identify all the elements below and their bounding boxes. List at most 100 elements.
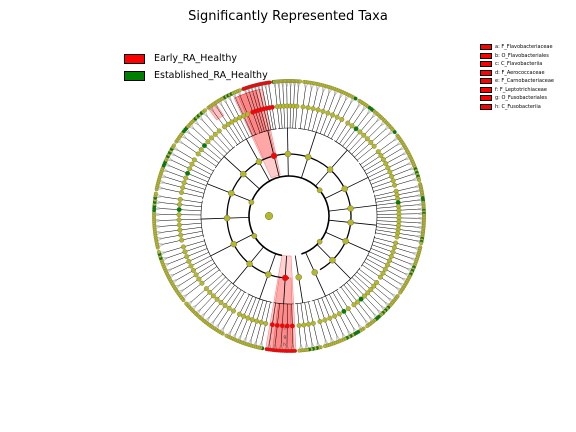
node-class: [179, 237, 185, 243]
node-class: [229, 119, 235, 125]
taxa-label: f: F_Leptotrichiaceae: [495, 86, 547, 93]
node-class: [374, 280, 380, 285]
node-class: [184, 254, 190, 260]
node-class: [241, 313, 247, 319]
node-class: [269, 104, 275, 110]
taxa-label: b: O_Flavobacteriales: [495, 52, 549, 59]
branch-arc: [202, 169, 215, 200]
legend-entry-established: Established_RA_Healthy: [124, 67, 268, 84]
node-class: [341, 308, 347, 314]
taxa-swatch: [480, 52, 492, 59]
node-class: [177, 196, 183, 202]
node-phylum: [228, 190, 235, 197]
node-leaf: [267, 80, 272, 85]
node-class: [263, 321, 269, 326]
node-class: [237, 115, 243, 121]
node-class: [317, 319, 323, 324]
branch-arc: [374, 194, 378, 217]
node-class: [385, 262, 390, 268]
node-class: [207, 289, 213, 295]
node-class: [388, 253, 394, 259]
legend-swatch-established: [124, 70, 145, 81]
node-class: [190, 267, 196, 273]
node-class: [179, 190, 184, 195]
branch-arc: [295, 301, 311, 305]
node-class: [176, 217, 182, 223]
node-phylum: [295, 274, 302, 281]
taxa-swatch: [480, 61, 492, 68]
node-class: [391, 245, 397, 250]
node-leaf: [353, 96, 358, 101]
legend-label-early: Early_RA_Healthy: [154, 53, 238, 64]
node-class: [274, 322, 280, 328]
node-class: [180, 244, 186, 250]
node-leaf: [203, 108, 207, 113]
node-phylum: [282, 274, 289, 282]
group-legend: Early_RA_Healthy Established_RA_Healthy: [124, 50, 268, 84]
node-leaf: [392, 130, 397, 135]
node-class: [186, 258, 192, 264]
node-phylum: [342, 238, 349, 245]
node-class: [187, 166, 193, 172]
node-phylum: [270, 152, 278, 160]
taxa-legend-item: g: O_Fusobacteriales: [480, 94, 554, 103]
taxa-legend-item: e: F_Carnobacteriaceae: [480, 77, 554, 86]
node-class: [296, 323, 302, 328]
node-class: [301, 322, 307, 328]
node-phylum: [341, 185, 348, 193]
taxa-legend-item: h: C_Fusobacteriia: [480, 103, 554, 112]
node-class: [300, 104, 306, 110]
node-class: [245, 111, 250, 117]
node-class: [345, 306, 351, 312]
node-class: [212, 131, 218, 137]
node-class: [353, 126, 359, 132]
node-class: [189, 161, 195, 167]
node-phylum: [240, 170, 247, 178]
branch-arc: [247, 293, 273, 303]
branch-arc: [273, 302, 294, 305]
node-class: [320, 108, 326, 114]
taxa-swatch: [480, 95, 492, 102]
node-class: [258, 319, 264, 325]
node-class: [241, 113, 246, 119]
node-class: [198, 147, 204, 153]
taxa-label: c: C_Flavobacteriia: [495, 61, 543, 68]
branch-arc: [278, 127, 297, 129]
node-leaf: [224, 333, 229, 338]
node-leaf: [298, 79, 303, 84]
node-class: [358, 296, 364, 302]
node-class: [191, 157, 197, 163]
sector-label: f: [284, 326, 286, 331]
node-class: [185, 170, 191, 176]
taxa-swatch: [480, 69, 492, 76]
cladogram-nodes: [152, 79, 426, 353]
node-leaf: [417, 178, 422, 183]
node-class: [387, 169, 393, 175]
node-class: [193, 272, 199, 278]
node-class: [176, 212, 182, 218]
node-leaf: [184, 301, 189, 306]
node-class: [188, 263, 194, 269]
node-class: [357, 129, 363, 135]
node-class: [233, 117, 239, 123]
node-leaf: [323, 344, 327, 349]
node-phylum: [347, 219, 354, 226]
node-class: [382, 266, 388, 272]
node-class: [392, 182, 398, 188]
node-phylum: [284, 150, 292, 158]
taxa-legend-item: b: O_Flavobacteriales: [480, 52, 554, 61]
node-class: [380, 157, 386, 162]
node-class: [339, 117, 345, 122]
node-class: [385, 165, 391, 171]
node-class: [226, 305, 232, 311]
node-class: [305, 105, 311, 111]
taxa-label: e: F_Carnobacteriaceae: [495, 78, 554, 85]
taxa-legend-item: d: F_Aerococcaceae: [480, 69, 554, 78]
sector-labels: fgh: [283, 326, 286, 347]
node-class: [368, 287, 374, 292]
node-class: [196, 276, 202, 282]
taxa-legend-item: f: F_Leptotrichiaceae: [480, 86, 554, 95]
node-class: [362, 293, 367, 299]
branch-arc: [235, 133, 258, 146]
